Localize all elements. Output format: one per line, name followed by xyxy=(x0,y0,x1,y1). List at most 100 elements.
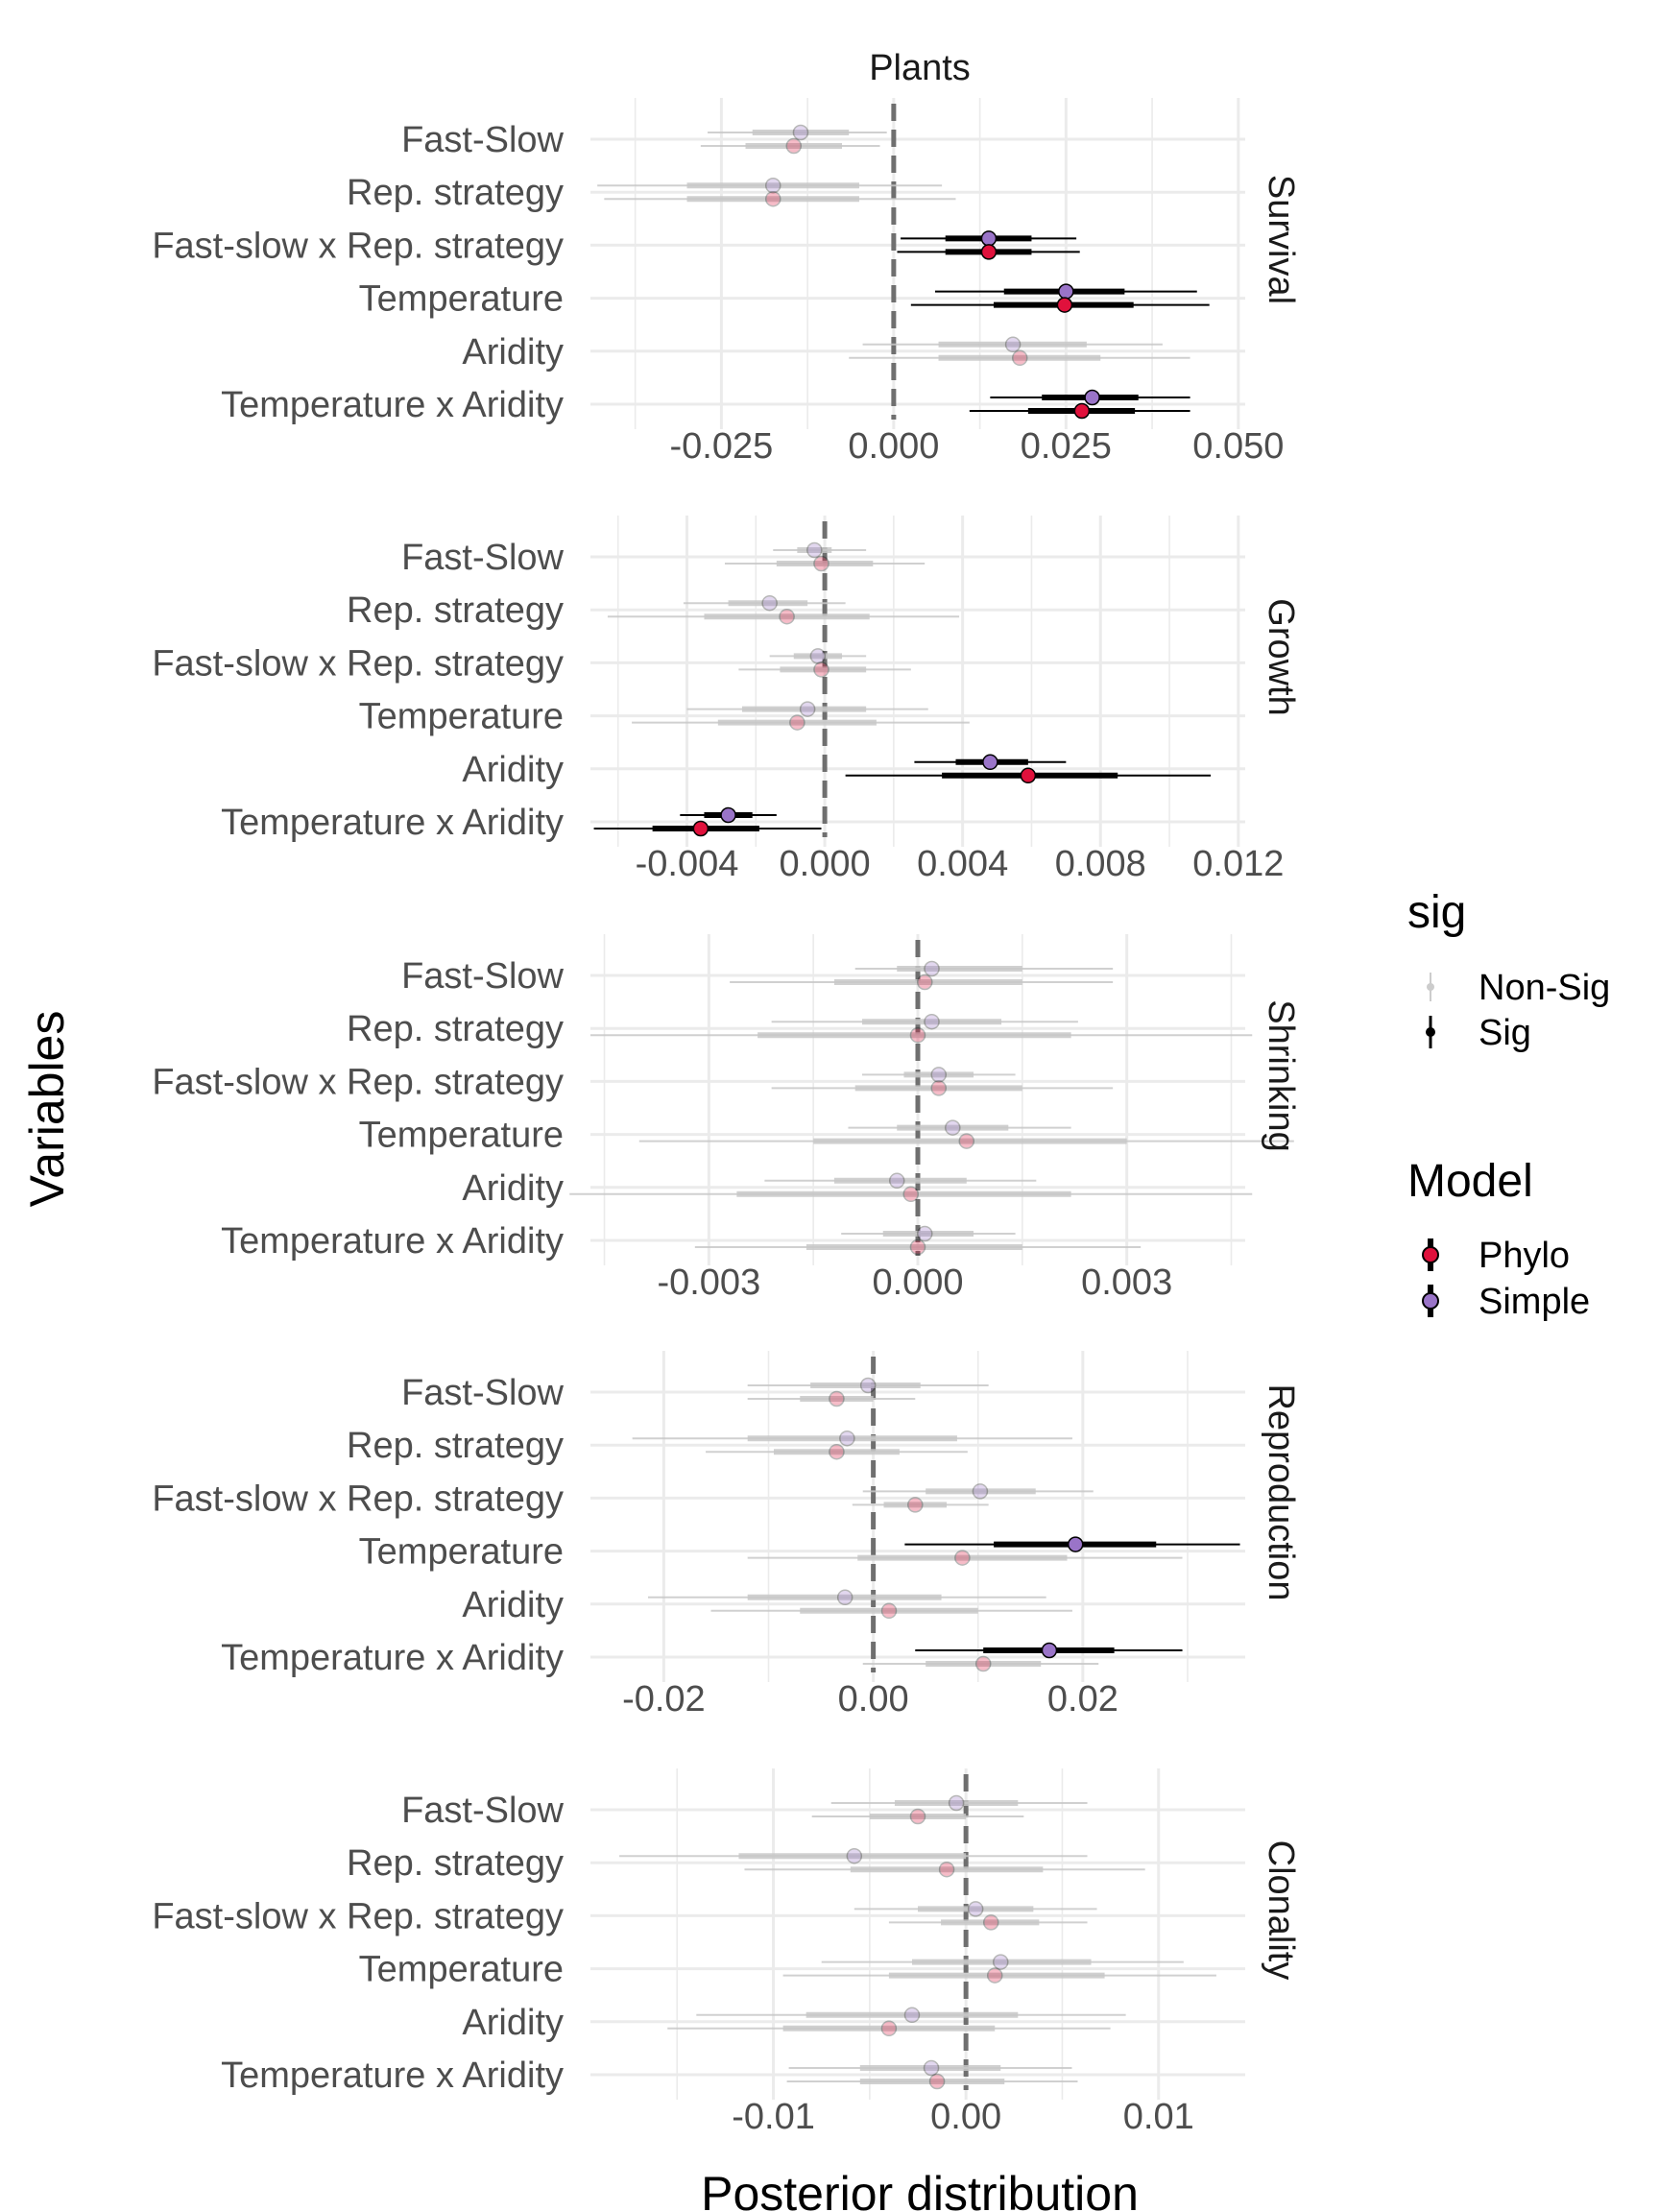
y-tick-label: Fast-slow x Rep. strategy xyxy=(152,1062,564,1102)
legend-simple-label: Simple xyxy=(1479,1282,1590,1322)
x-tick-label: -0.004 xyxy=(636,844,739,884)
y-tick-label: Temperature x Aridity xyxy=(221,385,564,425)
point-phylo xyxy=(986,1967,1003,1984)
x-tick-label: 0.000 xyxy=(872,1262,963,1303)
facet-label: Clonality xyxy=(1261,1840,1301,1981)
point-simple xyxy=(836,1589,854,1606)
point-phylo xyxy=(692,820,709,837)
x-axis-title: Posterior distribution xyxy=(701,2167,1139,2212)
x-tick-label: 0.003 xyxy=(1081,1262,1172,1303)
point-simple xyxy=(1084,389,1100,406)
y-tick-label: Temperature xyxy=(359,279,564,320)
facet-panels: Fast-Slow Rep. strategy Fast-slow x Rep. s… xyxy=(152,98,1301,2137)
point-simple xyxy=(980,230,998,247)
y-tick-label: Temperature x Aridity xyxy=(221,1221,564,1262)
point-phylo xyxy=(907,1497,924,1513)
point-phylo xyxy=(813,661,830,678)
point-phylo xyxy=(1073,402,1091,420)
point-phylo xyxy=(938,1861,955,1878)
point-simple xyxy=(839,1430,855,1447)
point-phylo xyxy=(785,137,803,155)
y-tick-label: Temperature xyxy=(359,1532,564,1573)
point-simple xyxy=(720,806,736,824)
point-simple xyxy=(948,1794,965,1812)
point-phylo xyxy=(909,1808,926,1825)
point-phylo xyxy=(974,1655,992,1672)
point-simple xyxy=(930,1067,948,1083)
y-tick-label: Fast-slow x Rep. strategy xyxy=(152,226,564,266)
point-phylo xyxy=(902,1186,919,1203)
x-tick-label: -0.025 xyxy=(670,426,774,467)
point-phylo xyxy=(880,1602,898,1620)
legend-nonsig-key-point xyxy=(1427,983,1434,991)
point-phylo xyxy=(1011,349,1028,367)
y-tick-label: Fast-Slow xyxy=(401,1373,564,1413)
point-phylo xyxy=(1020,767,1037,784)
legend-sig-key-point xyxy=(1426,1027,1435,1037)
point-simple xyxy=(993,1954,1009,1970)
y-tick-label: Aridity xyxy=(462,2003,564,2043)
point-phylo xyxy=(980,244,998,260)
y-tick-label: Fast-Slow xyxy=(401,1791,564,1831)
y-tick-label: Fast-slow x Rep. strategy xyxy=(152,1479,564,1519)
panel-reproduction: Fast-Slow Rep. strategy Fast-slow x Rep. s… xyxy=(152,1351,1301,1719)
point-simple xyxy=(1067,1536,1084,1552)
point-simple xyxy=(888,1172,905,1190)
legend-nonsig-label: Non-Sig xyxy=(1479,968,1610,1008)
panel-clonality: Fast-Slow Rep. strategy Fast-slow x Rep. s… xyxy=(152,1768,1301,2137)
point-phylo xyxy=(909,1238,926,1256)
x-tick-label: 0.00 xyxy=(838,1679,909,1719)
y-tick-label: Fast-Slow xyxy=(401,956,564,997)
y-tick-label: Temperature xyxy=(359,1116,564,1156)
point-phylo xyxy=(958,1133,975,1149)
x-tick-label: -0.02 xyxy=(622,1679,706,1719)
point-simple xyxy=(761,594,778,612)
point-simple xyxy=(859,1377,877,1394)
y-tick-label: Aridity xyxy=(462,332,564,373)
point-phylo xyxy=(779,608,795,625)
facet-label: Reproduction xyxy=(1261,1383,1301,1600)
x-tick-label: 0.050 xyxy=(1192,426,1284,467)
y-tick-label: Fast-slow x Rep. strategy xyxy=(152,643,564,684)
point-simple xyxy=(982,754,998,771)
y-tick-label: Rep. strategy xyxy=(347,590,564,631)
point-simple xyxy=(1041,1642,1058,1659)
y-tick-label: Temperature xyxy=(359,1950,564,1990)
point-simple xyxy=(924,960,940,977)
y-tick-label: Temperature x Aridity xyxy=(221,803,564,843)
x-tick-label: -0.01 xyxy=(732,2097,815,2137)
point-simple xyxy=(923,2059,940,2077)
x-tick-label: 0.000 xyxy=(780,844,871,884)
point-simple xyxy=(764,177,781,194)
y-tick-label: Rep. strategy xyxy=(347,1426,564,1466)
x-tick-label: 0.004 xyxy=(917,844,1008,884)
point-simple xyxy=(806,541,823,559)
point-phylo xyxy=(789,714,805,731)
point-phylo xyxy=(829,1443,845,1460)
chart-title: Plants xyxy=(869,48,971,88)
point-simple xyxy=(972,1483,989,1500)
point-simple xyxy=(945,1119,961,1136)
y-tick-label: Aridity xyxy=(462,1585,564,1625)
y-tick-label: Fast-Slow xyxy=(401,120,564,160)
x-tick-label: 0.025 xyxy=(1021,426,1112,467)
facet-label: Survival xyxy=(1261,175,1301,304)
point-phylo xyxy=(982,1914,999,1931)
legend-model-title: Model xyxy=(1407,1156,1533,1207)
x-tick-label: 0.000 xyxy=(848,426,939,467)
point-phylo xyxy=(1056,297,1073,313)
y-tick-label: Aridity xyxy=(462,1168,564,1209)
facet-label: Growth xyxy=(1261,598,1301,715)
legend-phylo-label: Phylo xyxy=(1479,1236,1570,1276)
point-phylo xyxy=(930,1080,948,1096)
legend-phylo-key-point xyxy=(1422,1246,1439,1263)
x-tick-label: 0.02 xyxy=(1047,1679,1118,1719)
facet-label: Shrinking xyxy=(1261,999,1301,1151)
x-tick-label: 0.00 xyxy=(930,2097,1001,2137)
point-phylo xyxy=(917,974,933,991)
panel-survival: Fast-Slow Rep. strategy Fast-slow x Rep. s… xyxy=(152,98,1301,467)
point-simple xyxy=(792,124,809,141)
point-phylo xyxy=(928,2073,946,2090)
point-phylo xyxy=(829,1390,845,1407)
